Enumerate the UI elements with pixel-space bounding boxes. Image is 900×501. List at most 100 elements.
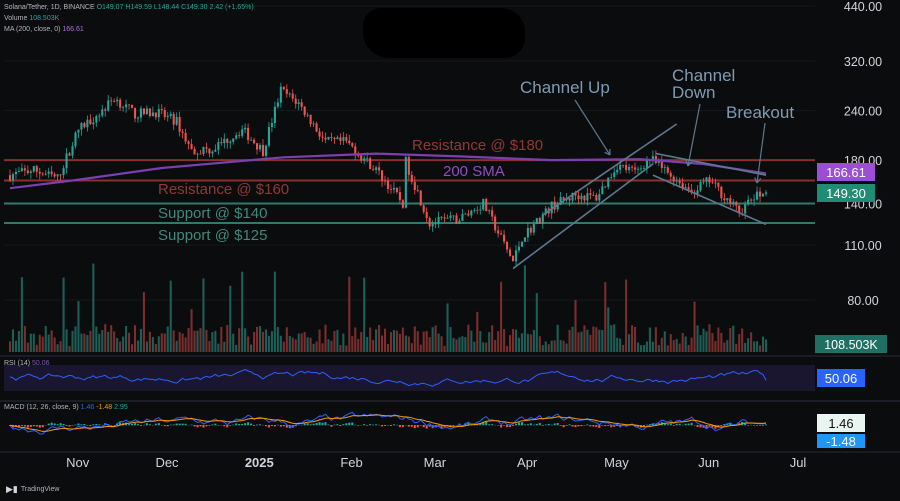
ohlc-values: O149.07 H149.59 L148.44 C149.30 2.42 (+1… (96, 4, 254, 11)
volume-bar (309, 337, 312, 352)
candle-body (59, 174, 62, 176)
macd-hist-bar (273, 425, 276, 427)
volume-bar (514, 329, 518, 352)
candle-body (681, 183, 684, 189)
candle-body (616, 169, 619, 173)
volume-bar (511, 329, 515, 352)
candle-body (154, 112, 157, 118)
volume-bar (559, 340, 562, 352)
candle-body (29, 171, 32, 174)
macd-hist-bar (303, 423, 306, 426)
volume-bar (119, 341, 122, 352)
volume-bar (413, 326, 416, 352)
volume-bar (497, 331, 500, 352)
volume-bar (437, 333, 440, 352)
price-tick-80: 80.00 (847, 294, 878, 308)
volume-bar (398, 333, 401, 352)
macd-hist-bar (74, 424, 77, 426)
candle-body (273, 106, 276, 124)
volume-bar (485, 342, 488, 352)
macd-hist-bar (130, 423, 134, 426)
macd-hist-bar (270, 425, 273, 427)
candle-body (419, 190, 422, 206)
candle-body (476, 209, 479, 211)
candle-body (633, 167, 637, 170)
candle-body (532, 223, 535, 233)
candle-body (104, 109, 107, 111)
volume-bar (651, 341, 654, 352)
macd-hist-bar (23, 425, 26, 427)
macd-hist-bar (601, 425, 604, 426)
macd-hist-bar (684, 423, 687, 426)
volume-bar (744, 342, 747, 352)
macd-hist-bar (616, 425, 619, 426)
volume-bar (607, 307, 610, 352)
volume-bar (669, 334, 672, 352)
candle-body (404, 157, 407, 208)
level-label-125: Support @ $125 (158, 227, 267, 244)
volume-bar (631, 325, 634, 352)
candle-body (756, 191, 759, 200)
macd-hist-bar (592, 425, 595, 427)
candle-body (20, 168, 23, 172)
candle-body (345, 137, 348, 141)
macd-hist-bar (550, 424, 553, 426)
candle-body (336, 137, 339, 140)
macd-hist-bar (62, 423, 65, 426)
legend-symbol: Solana/Tether, 1D, BINANCE O149.07 H149.… (4, 4, 254, 11)
volume-bar (190, 309, 193, 352)
macd-hist-bar (32, 425, 35, 427)
volume-bar (663, 331, 666, 352)
tradingview-logo[interactable]: ▶▮ TradingView (6, 484, 59, 495)
macd-hist-bar (553, 423, 556, 426)
macd-hist-bar (375, 424, 378, 426)
candle-body (520, 241, 523, 247)
candle-body (645, 160, 648, 169)
volume-bar (401, 327, 404, 352)
volume-bar (17, 330, 20, 352)
volume-bar (622, 344, 625, 352)
volume-bar (381, 335, 384, 352)
macd-hist-bar (744, 422, 747, 426)
candle-body (92, 122, 95, 125)
candle-body (294, 98, 297, 104)
candle-body (517, 246, 521, 251)
volume-bar (672, 340, 675, 352)
candle-body (62, 168, 65, 175)
volume-bar (383, 328, 387, 352)
candle-body (47, 171, 50, 174)
candle-body (761, 193, 765, 197)
volume-bar (494, 339, 497, 352)
volume-bar (297, 333, 300, 352)
candle-body (619, 164, 622, 170)
volume-bar (553, 340, 556, 352)
candle-body (389, 188, 393, 190)
volume-bar (26, 342, 29, 352)
macd-hist-bar (89, 425, 92, 427)
candle-body (622, 164, 625, 166)
volume-bar (598, 329, 601, 352)
candle-body (723, 198, 726, 201)
macd-hist-bar (372, 424, 375, 426)
tv-mark-icon: ▶▮ (6, 484, 18, 494)
volume-bar (148, 331, 151, 352)
volume-bar (500, 281, 503, 352)
candle-body (202, 147, 205, 155)
macd-hist-bar (666, 424, 669, 426)
candle-body (589, 193, 592, 195)
candle-body (148, 108, 151, 117)
macd-hist-bar (309, 424, 312, 426)
breakout-label: Breakout (726, 103, 794, 122)
candle-body (190, 144, 193, 149)
macd-hist-bar (506, 425, 509, 427)
volume-bar (345, 345, 348, 352)
candle-body (538, 218, 541, 224)
candle-body (651, 156, 654, 160)
candle-body (142, 108, 145, 115)
candle-body (339, 137, 342, 141)
volume-bar (232, 333, 235, 352)
volume-bar (547, 344, 550, 352)
candle-body (351, 143, 354, 147)
